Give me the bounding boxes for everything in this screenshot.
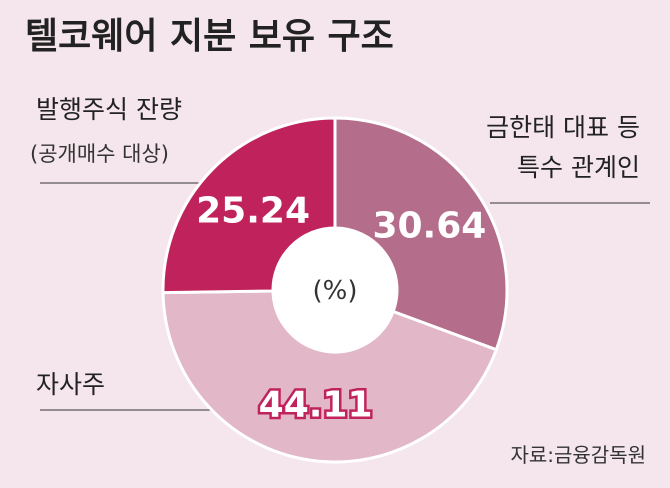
center-label: (%) [313, 276, 358, 306]
legend-label: 금한태 대표 등 특수 관계인 [486, 113, 640, 182]
legend-note: (공개매수 대상) [30, 142, 169, 166]
donut-segment [161, 116, 337, 295]
value-label: 25.24 [196, 190, 310, 231]
chart-title: 텔코웨어 지분 보유 구조 [25, 16, 394, 57]
donut-hole [274, 229, 396, 351]
legend-label: 발행주식 잔량 [36, 95, 182, 124]
value-label: 30.64 [372, 205, 486, 246]
source: 자료:금융감독원 [510, 443, 646, 467]
donut-segment [333, 116, 509, 352]
value-label: 44.11 [259, 384, 373, 425]
donut-segment [161, 289, 499, 464]
legend-label: 자사주 [36, 370, 106, 399]
